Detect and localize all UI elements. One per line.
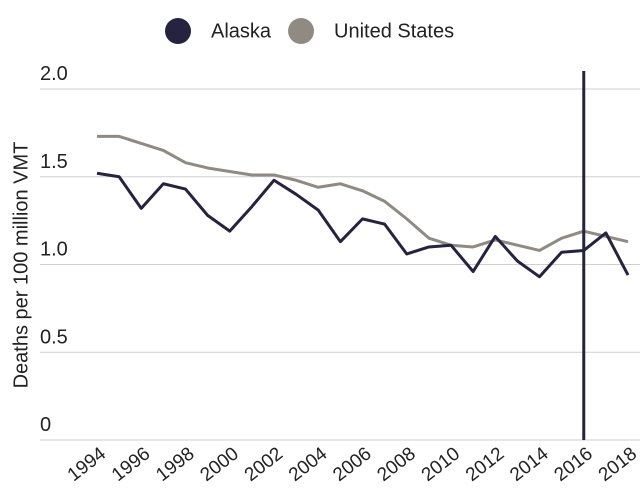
x-tick-label: 2010 — [418, 443, 464, 486]
x-tick-label: 2008 — [374, 443, 420, 486]
y-tick-label: 0.5 — [40, 326, 68, 348]
line-series — [96, 171, 630, 279]
legend-marker — [165, 18, 191, 44]
y-tick-label: 0 — [40, 414, 51, 436]
x-tick-label: 1994 — [64, 443, 111, 486]
x-tick-label: 1996 — [108, 443, 154, 486]
x-tick-label: 2014 — [506, 443, 553, 486]
legend-label: United States — [334, 20, 454, 42]
y-axis-title: Deaths per 100 million VMT — [10, 142, 32, 389]
y-tick-label: 1.0 — [40, 239, 68, 261]
x-tick-label: 2016 — [551, 443, 597, 486]
x-tick-label: 2000 — [197, 443, 243, 486]
legend-label: Alaska — [211, 20, 272, 42]
legend-marker — [288, 18, 315, 44]
x-tick-label: 1998 — [152, 443, 198, 486]
y-tick-label: 2.0 — [40, 63, 68, 85]
line-series — [97, 134, 629, 252]
x-tick-label: 2018 — [595, 443, 641, 486]
x-tick-label: 2012 — [462, 443, 508, 486]
x-tick-label: 2006 — [329, 443, 375, 486]
y-tick-label: 1.5 — [40, 151, 68, 173]
x-tick-label: 2002 — [241, 443, 287, 486]
x-tick-label: 2004 — [285, 443, 332, 486]
